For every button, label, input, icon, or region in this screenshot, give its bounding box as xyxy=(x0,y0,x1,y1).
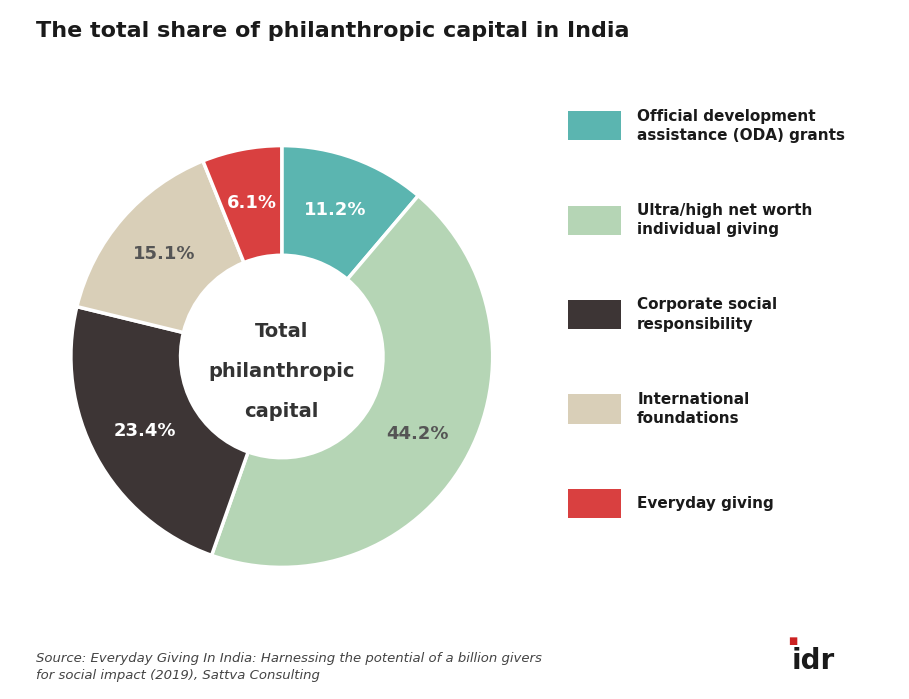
Text: capital: capital xyxy=(245,402,319,421)
Wedge shape xyxy=(282,145,418,280)
Text: The total share of philanthropic capital in India: The total share of philanthropic capital… xyxy=(36,21,630,41)
Wedge shape xyxy=(71,307,248,555)
Text: 11.2%: 11.2% xyxy=(305,201,367,219)
Text: Source: Everyday Giving In India: Harnessing the potential of a billion givers
f: Source: Everyday Giving In India: Harnes… xyxy=(36,651,543,682)
Text: Everyday giving: Everyday giving xyxy=(637,496,774,511)
Text: philanthropic: philanthropic xyxy=(208,362,355,381)
Text: Official development
assistance (ODA) grants: Official development assistance (ODA) gr… xyxy=(637,109,845,143)
Text: Total: Total xyxy=(255,322,308,340)
Text: ■: ■ xyxy=(788,636,797,646)
Text: Corporate social
responsibility: Corporate social responsibility xyxy=(637,298,777,331)
Text: 15.1%: 15.1% xyxy=(133,245,195,264)
Wedge shape xyxy=(77,161,244,333)
Wedge shape xyxy=(212,196,493,568)
Text: idr: idr xyxy=(792,647,835,675)
Text: 23.4%: 23.4% xyxy=(114,421,175,440)
Text: International
foundations: International foundations xyxy=(637,392,749,426)
Text: Ultra/high net worth
individual giving: Ultra/high net worth individual giving xyxy=(637,203,813,237)
Text: 44.2%: 44.2% xyxy=(385,425,448,443)
Wedge shape xyxy=(203,145,282,263)
Text: 6.1%: 6.1% xyxy=(227,194,277,212)
